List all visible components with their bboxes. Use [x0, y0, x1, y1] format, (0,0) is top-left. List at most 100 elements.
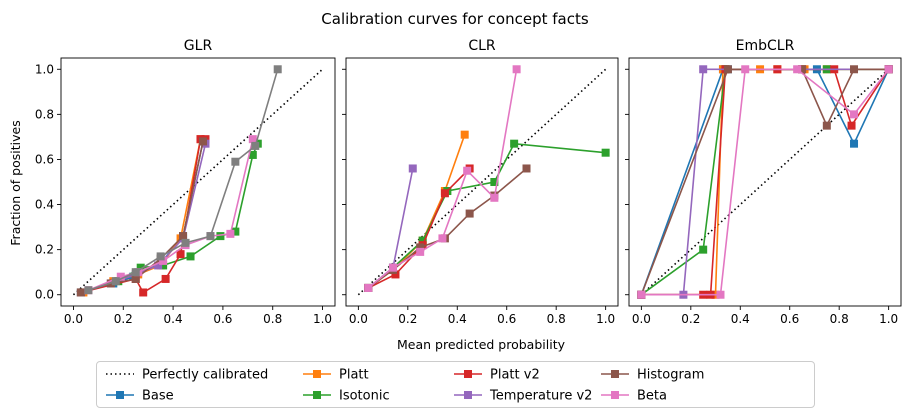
data-point-isotonic [418, 236, 427, 245]
y-tick-label: 0.8 [35, 107, 54, 121]
data-point-beta [364, 283, 373, 292]
x-axis-label: Mean predicted probability [397, 337, 566, 352]
x-tick-label: 0.6 [497, 312, 516, 326]
legend-label: Histogram [637, 368, 704, 383]
series-line-histogram [640, 68, 889, 295]
legend-marker [313, 391, 321, 399]
y-tick-label: 0.0 [35, 288, 54, 302]
data-point-isotonic [601, 148, 610, 157]
legend-item-temperature-v2: Temperature v2 [454, 389, 592, 404]
axes-frame-embclr [628, 57, 902, 307]
data-point-unlabeled [251, 141, 260, 150]
y-tick-label: 0.2 [35, 243, 54, 257]
data-point-beta [637, 290, 646, 299]
data-point-platt [460, 130, 469, 139]
legend-marker [611, 370, 619, 378]
data-point-platt-v2 [161, 274, 170, 283]
data-point-histogram [850, 65, 859, 74]
data-point-histogram [198, 137, 207, 146]
legend-marker [313, 370, 321, 378]
legend-label: Perfectly calibrated [142, 368, 268, 383]
data-point-histogram [723, 65, 732, 74]
legend-label: Platt v2 [490, 368, 540, 383]
y-axis-label: Fraction of positives [8, 120, 23, 245]
data-point-beta [159, 256, 168, 265]
x-tick-label: 0.8 [263, 312, 282, 326]
data-point-isotonic [510, 139, 519, 148]
data-point-platt-v2 [139, 288, 148, 297]
y-tick-label: 1.0 [35, 62, 54, 76]
x-tick-label: 0.0 [632, 312, 651, 326]
panel-glr: GLR 0.0 0.0 0.2 0.2 0.4 0.4 0.6 0.6 0.8 0.8 1.0 1.0 [35, 38, 336, 326]
data-point-beta [463, 166, 472, 175]
data-point-isotonic [216, 232, 225, 241]
perfect-calibration-line [640, 68, 890, 296]
x-tick-label: 1.0 [596, 312, 615, 326]
legend-item-beta: Beta [601, 389, 667, 404]
legend-marker [464, 370, 472, 378]
plot-area-clr [357, 65, 610, 296]
legend-item-base: Base [106, 389, 174, 404]
axes-frame-clr [345, 57, 619, 307]
data-point-beta [388, 263, 397, 272]
series-line-isotonic [80, 143, 259, 294]
legend-marker [116, 391, 124, 399]
x-tick-label: 0.0 [64, 312, 83, 326]
x-tick-label: 0.4 [448, 312, 467, 326]
panel-title-embclr: EmbCLR [736, 38, 795, 54]
panel-embclr: EmbCLR 0.0 0.2 0.4 0.6 0.8 1.0 [625, 38, 902, 326]
legend-label: Base [142, 389, 174, 404]
data-point-unlabeled [206, 232, 215, 241]
legend-label: Beta [637, 389, 667, 404]
legend-item-perfectly-calibrated: Perfectly calibrated [106, 368, 268, 383]
x-tick-label: 0.6 [213, 312, 232, 326]
data-point-isotonic [186, 252, 195, 261]
x-tick-label: 0.2 [114, 312, 133, 326]
perfect-calibration-line [72, 68, 324, 296]
data-point-histogram [76, 288, 85, 297]
data-point-histogram [522, 164, 531, 173]
data-point-beta [416, 247, 425, 256]
series-line-beta [88, 139, 254, 291]
data-point-unlabeled [231, 157, 240, 166]
plot-area-embclr [637, 65, 893, 299]
axes-frame-glr [60, 57, 336, 307]
data-point-unlabeled [131, 268, 140, 277]
data-point-beta [438, 234, 447, 243]
data-point-histogram [798, 65, 807, 74]
data-point-platt-v2 [176, 250, 185, 259]
data-point-isotonic [231, 227, 240, 236]
legend-item-isotonic: Isotonic [303, 389, 390, 404]
data-point-beta [741, 65, 750, 74]
x-tick-label: 0.0 [349, 312, 368, 326]
data-point-histogram [822, 121, 831, 130]
legend-item-platt: Platt [303, 368, 369, 383]
data-point-unlabeled [156, 252, 165, 261]
legend: Perfectly calibrated Base Platt Isotonic Pla… [96, 361, 815, 408]
x-tick-label: 0.8 [547, 312, 566, 326]
legend-label: Isotonic [339, 389, 390, 404]
data-point-platt-v2 [391, 270, 400, 279]
perfect-calibration-line [357, 68, 607, 296]
panel-title-clr: CLR [468, 38, 496, 54]
legend-item-histogram: Histogram [601, 368, 704, 383]
data-point-unlabeled [273, 65, 282, 74]
x-tick-label: 1.0 [879, 312, 898, 326]
y-tick-label: 0.6 [35, 152, 54, 166]
data-point-isotonic [136, 263, 145, 272]
data-point-base [850, 139, 859, 148]
series-line-beta [641, 68, 890, 296]
data-point-isotonic [159, 261, 168, 270]
data-point-temperature-v2 [699, 65, 708, 74]
x-tick-label: 0.8 [830, 312, 849, 326]
x-tick-label: 0.4 [164, 312, 183, 326]
x-tick-label: 1.0 [313, 312, 332, 326]
data-point-isotonic [490, 178, 499, 186]
data-point-unlabeled [181, 238, 190, 247]
legend-label: Platt [339, 368, 369, 383]
data-point-isotonic [248, 150, 257, 159]
data-point-histogram [416, 243, 425, 252]
data-point-beta [490, 193, 499, 202]
data-point-histogram [179, 232, 188, 241]
